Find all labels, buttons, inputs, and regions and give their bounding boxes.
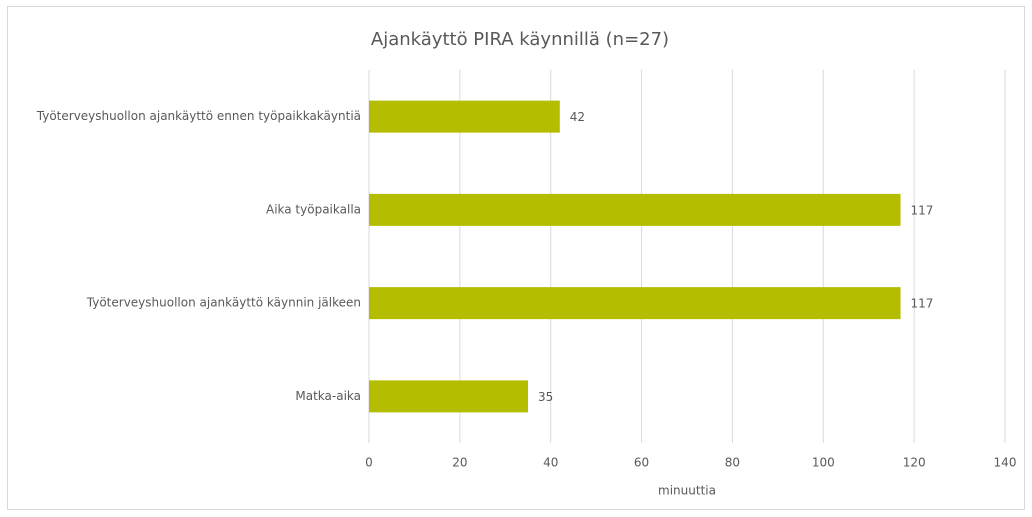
- chart-title: Ajankäyttö PIRA käynnillä (n=27): [371, 29, 669, 50]
- y-tick-label: Työterveyshuollon ajankäyttö käynnin jäl…: [86, 296, 361, 310]
- data-label: 42: [570, 110, 585, 124]
- x-tick-label: 60: [634, 456, 649, 470]
- x-tick-label: 120: [903, 456, 926, 470]
- y-tick-label: Työterveyshuollon ajankäyttö ennen työpa…: [36, 109, 361, 123]
- x-tick-label: 80: [725, 456, 740, 470]
- bar: [369, 380, 528, 413]
- chart-border: [7, 6, 1025, 510]
- bar: [369, 193, 901, 226]
- y-tick-label: Matka-aika: [295, 389, 361, 403]
- bar: [369, 100, 560, 133]
- bar: [369, 287, 901, 320]
- x-tick-label: 0: [365, 456, 373, 470]
- data-label: 117: [911, 203, 934, 217]
- y-tick-label: Aika työpaikalla: [266, 202, 361, 216]
- data-label: 117: [911, 297, 934, 311]
- x-tick-label: 40: [543, 456, 558, 470]
- x-axis-label: minuuttia: [658, 484, 716, 498]
- x-tick-label: 20: [452, 456, 467, 470]
- data-label: 35: [538, 390, 553, 404]
- x-tick-label: 140: [994, 456, 1017, 470]
- x-tick-label: 100: [812, 456, 835, 470]
